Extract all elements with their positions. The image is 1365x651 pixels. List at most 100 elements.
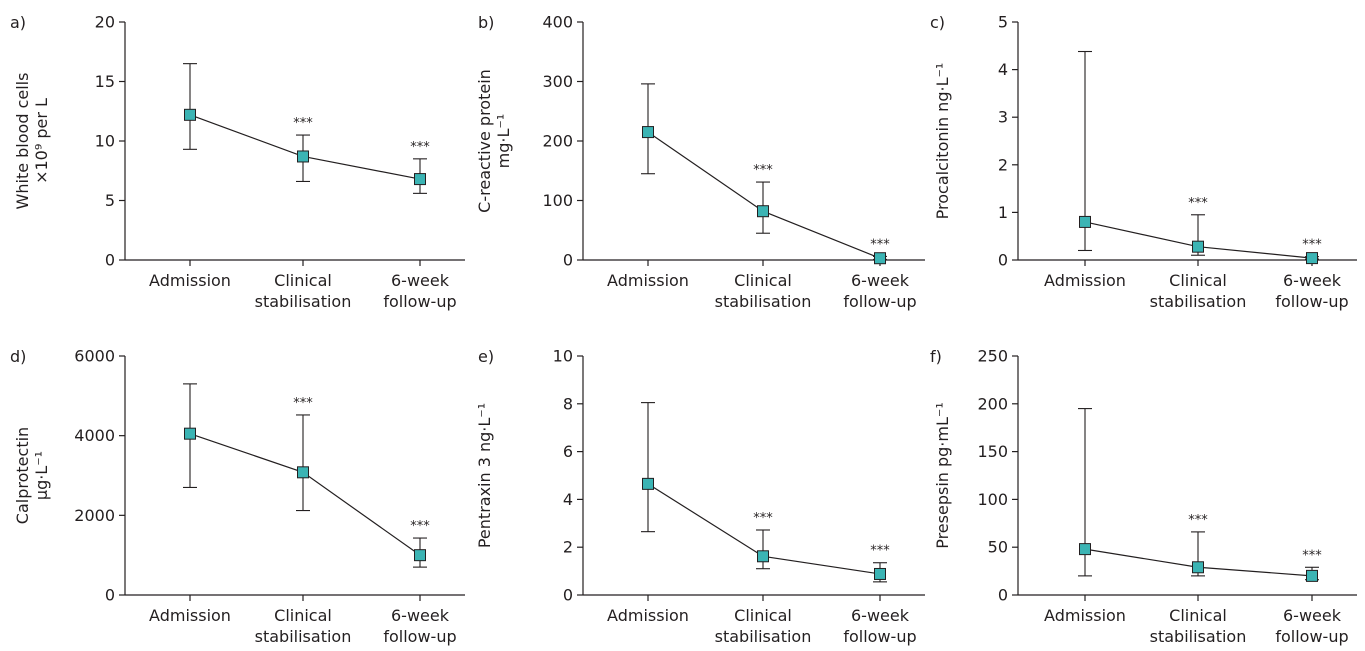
x-tick-label-line: Clinical [734, 271, 792, 290]
y-tick-label: 4000 [74, 426, 115, 445]
y-tick-label: 5 [105, 191, 115, 210]
y-axis-label-line: C-reactive protein [475, 69, 494, 213]
x-tick-label-line: stabilisation [715, 627, 812, 646]
x-tick-label-line: Clinical [274, 271, 332, 290]
x-tick-label-line: stabilisation [715, 292, 812, 311]
data-point [874, 567, 886, 580]
data-point [1306, 252, 1318, 265]
x-tick-label: 6-week follow-up [1275, 271, 1348, 311]
data-point [757, 550, 769, 563]
significance-label: *** [410, 140, 430, 155]
x-tick-label-line: follow-up [1275, 627, 1348, 646]
significance-label: *** [870, 237, 890, 252]
y-tick-label: 200 [977, 394, 1008, 413]
x-tick-label: Clinical stabilisation [715, 271, 812, 311]
x-tick-label-line: stabilisation [255, 292, 352, 311]
x-tick-label: Clinical stabilisation [715, 606, 812, 646]
x-tick-label-line: Clinical [1169, 271, 1227, 290]
data-point [414, 549, 426, 562]
significance-label: *** [410, 519, 430, 534]
x-tick-label: Clinical stabilisation [1150, 271, 1247, 311]
y-tick-label: 100 [542, 191, 573, 210]
x-tick-label-line: Clinical [1169, 606, 1227, 625]
y-tick-label: 150 [977, 442, 1008, 461]
x-tick-label-line: Clinical [274, 606, 332, 625]
y-tick-label: 50 [988, 538, 1008, 557]
significance-label: *** [1188, 513, 1208, 528]
y-axis-label-line: µg·L⁻¹ [32, 451, 51, 500]
x-tick-label-line: follow-up [1275, 292, 1348, 311]
y-tick-label: 15 [95, 72, 115, 91]
series-line [647, 131, 881, 259]
y-tick-label: 3 [998, 108, 1008, 127]
x-tick-label: 6-week follow-up [843, 271, 916, 311]
y-tick-label: 0 [998, 251, 1008, 270]
x-tick-label-line: Admission [1044, 271, 1126, 290]
x-tick-label: Admission [1044, 606, 1126, 625]
panel-a: a) 0 5 10 15 20 White blood cells×10⁹ per L Adm… [10, 13, 465, 311]
data-point [184, 108, 196, 121]
y-axis-label-line: Presepsin pg·mL⁻¹ [933, 402, 952, 549]
panel-label: f) [930, 347, 942, 366]
x-tick-label: Admission [149, 271, 231, 290]
x-tick-label-line: Clinical [734, 606, 792, 625]
significance-label: *** [293, 396, 313, 411]
panel-label: e) [478, 347, 494, 366]
y-tick-label: 1 [998, 203, 1008, 222]
x-tick-label-line: 6-week [851, 606, 910, 625]
y-axis-label: Calprotectinµg·L⁻¹ [13, 427, 51, 524]
y-axis-label: Presepsin pg·mL⁻¹ [933, 402, 952, 549]
y-tick-label: 10 [553, 347, 573, 366]
y-tick-label: 0 [563, 251, 573, 270]
data-point [184, 427, 196, 440]
x-tick-label-line: Admission [149, 606, 231, 625]
x-tick-label-line: stabilisation [255, 627, 352, 646]
significance-label: *** [1302, 548, 1322, 563]
significance-label: *** [1302, 238, 1322, 253]
x-tick-label: Clinical stabilisation [255, 606, 352, 646]
y-axis-label-line: Calprotectin [13, 427, 32, 524]
data-point [874, 252, 886, 265]
data-point [757, 205, 769, 218]
data-point [1079, 543, 1091, 556]
x-tick-label: Admission [607, 606, 689, 625]
x-tick-label: Admission [149, 606, 231, 625]
y-tick-label: 4 [998, 60, 1008, 79]
significance-label: *** [293, 116, 313, 131]
data-point [1079, 215, 1091, 228]
significance-label: *** [870, 544, 890, 559]
panel-b: b) 0 100 200 300 400 C-reactive proteinmg·L⁻¹ A… [475, 13, 925, 311]
x-tick-label-line: follow-up [383, 627, 456, 646]
panel-e: e) 0 2 4 6 8 10 Pentraxin 3 ng·L⁻¹ Admission Clin… [475, 347, 925, 646]
y-axis-label-line: ×10⁹ per L [32, 98, 51, 184]
series-line [189, 433, 421, 556]
panel-c: c) 0 1 2 3 4 5 Procalcitonin ng·L⁻¹ Admission Cli… [930, 13, 1357, 311]
x-tick-label-line: 6-week [851, 271, 910, 290]
x-tick-label-line: Admission [149, 271, 231, 290]
x-tick-label-line: follow-up [383, 292, 456, 311]
y-axis-label-line: Pentraxin 3 ng·L⁻¹ [475, 403, 494, 548]
y-axis-label: C-reactive proteinmg·L⁻¹ [475, 69, 513, 213]
data-point [1306, 569, 1318, 582]
panel-label: c) [930, 13, 945, 32]
x-tick-label: Admission [607, 271, 689, 290]
data-point [1192, 561, 1204, 574]
x-tick-label: 6-week follow-up [1275, 606, 1348, 646]
y-tick-label: 2 [563, 538, 573, 557]
panel-label: a) [10, 13, 26, 32]
y-tick-label: 0 [105, 251, 115, 270]
data-point [297, 466, 309, 479]
data-point [642, 477, 654, 490]
x-tick-label: Clinical stabilisation [1150, 606, 1247, 646]
significance-label: *** [753, 163, 773, 178]
y-tick-label: 300 [542, 72, 573, 91]
y-tick-label: 6 [563, 442, 573, 461]
y-axis-label: Procalcitonin ng·L⁻¹ [933, 63, 952, 220]
x-tick-label-line: stabilisation [1150, 292, 1247, 311]
x-tick-label-line: Admission [607, 271, 689, 290]
y-tick-label: 10 [95, 132, 115, 151]
x-tick-label-line: 6-week [391, 271, 450, 290]
panel-label: d) [10, 347, 26, 366]
y-axis-label: White blood cells×10⁹ per L [13, 73, 51, 210]
